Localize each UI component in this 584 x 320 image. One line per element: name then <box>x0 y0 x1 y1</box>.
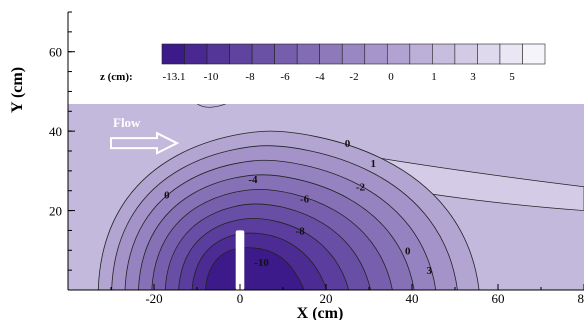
y-axis-title: Y (cm) <box>9 67 26 113</box>
contour-label: 1 <box>371 158 377 170</box>
colorbar-label: -10 <box>204 71 219 83</box>
colorbar-label: -6 <box>280 71 290 83</box>
colorbar-cell <box>161 43 185 65</box>
x-tick-label: 0 <box>237 291 244 306</box>
x-tick-label: -20 <box>145 291 162 306</box>
colorbar-label: 5 <box>509 71 515 83</box>
colorbar-cell <box>454 43 478 65</box>
contour-label: 3 <box>426 265 432 277</box>
contour-label: 0 <box>405 245 411 257</box>
flow-annotation: Flow <box>110 115 180 155</box>
colorbar-cell <box>522 43 546 65</box>
colorbar-cell <box>319 43 343 65</box>
colorbar-cell <box>409 43 433 65</box>
colorbar-cell <box>251 43 275 65</box>
x-axis-title: X (cm) <box>297 305 344 320</box>
wake-band <box>359 154 584 211</box>
colorbar-label: -4 <box>315 71 325 83</box>
contour-field <box>68 104 584 290</box>
contour-label: -10 <box>254 257 269 269</box>
colorbar-cell <box>386 43 411 65</box>
colorbar-cell <box>432 43 456 65</box>
colorbar-label: -2 <box>349 71 358 83</box>
y-tick-label: 40 <box>49 124 62 139</box>
colorbar-cell <box>341 43 366 65</box>
x-tick-label: 20 <box>320 291 333 306</box>
colorbar-cell <box>206 43 230 65</box>
contour-label: -6 <box>300 194 310 206</box>
colorbar-label: 1 <box>431 71 437 83</box>
x-ticks: -20 0 20 40 60 80 <box>110 284 584 306</box>
colorbar: z (cm): -13.1 -10 -8 -6 -4 -2 0 1 3 5 <box>100 43 546 83</box>
contour-band <box>205 247 305 290</box>
pier-marker <box>235 230 245 290</box>
x-tick-label: 60 <box>492 291 505 306</box>
colorbar-cells <box>161 43 546 65</box>
contour-label: 0 <box>164 190 170 202</box>
contour-label: -8 <box>296 225 306 237</box>
y-tick-label: 60 <box>49 45 62 60</box>
colorbar-cell <box>229 43 253 65</box>
colorbar-label: -13.1 <box>163 71 186 83</box>
colorbar-cell <box>477 43 501 65</box>
colorbar-label: 3 <box>470 71 476 83</box>
colorbar-cell <box>274 43 298 65</box>
colorbar-title: z (cm): <box>100 71 133 83</box>
colorbar-label: -8 <box>245 71 255 83</box>
colorbar-cell <box>296 43 321 65</box>
colorbar-label: 0 <box>388 71 394 83</box>
y-ticks: 20 40 60 <box>49 11 75 271</box>
colorbar-cell <box>499 43 523 65</box>
colorbar-labels: -13.1 -10 -8 -6 -4 -2 0 1 3 5 <box>163 71 516 83</box>
contour-label: -4 <box>248 174 258 186</box>
flow-arrow-icon <box>110 131 180 155</box>
y-tick-label: 20 <box>49 204 62 219</box>
contour-labels: 0 -4 -6 -2 0 -8 0 -10 1 3 <box>164 138 432 277</box>
colorbar-cell <box>184 43 208 65</box>
x-tick-label: 40 <box>406 291 419 306</box>
colorbar-cell <box>364 43 388 65</box>
flow-label: Flow <box>113 115 141 130</box>
contour-label: -2 <box>356 182 366 194</box>
x-tick-label: 80 <box>578 291 584 306</box>
contour-label: 0 <box>345 138 351 150</box>
